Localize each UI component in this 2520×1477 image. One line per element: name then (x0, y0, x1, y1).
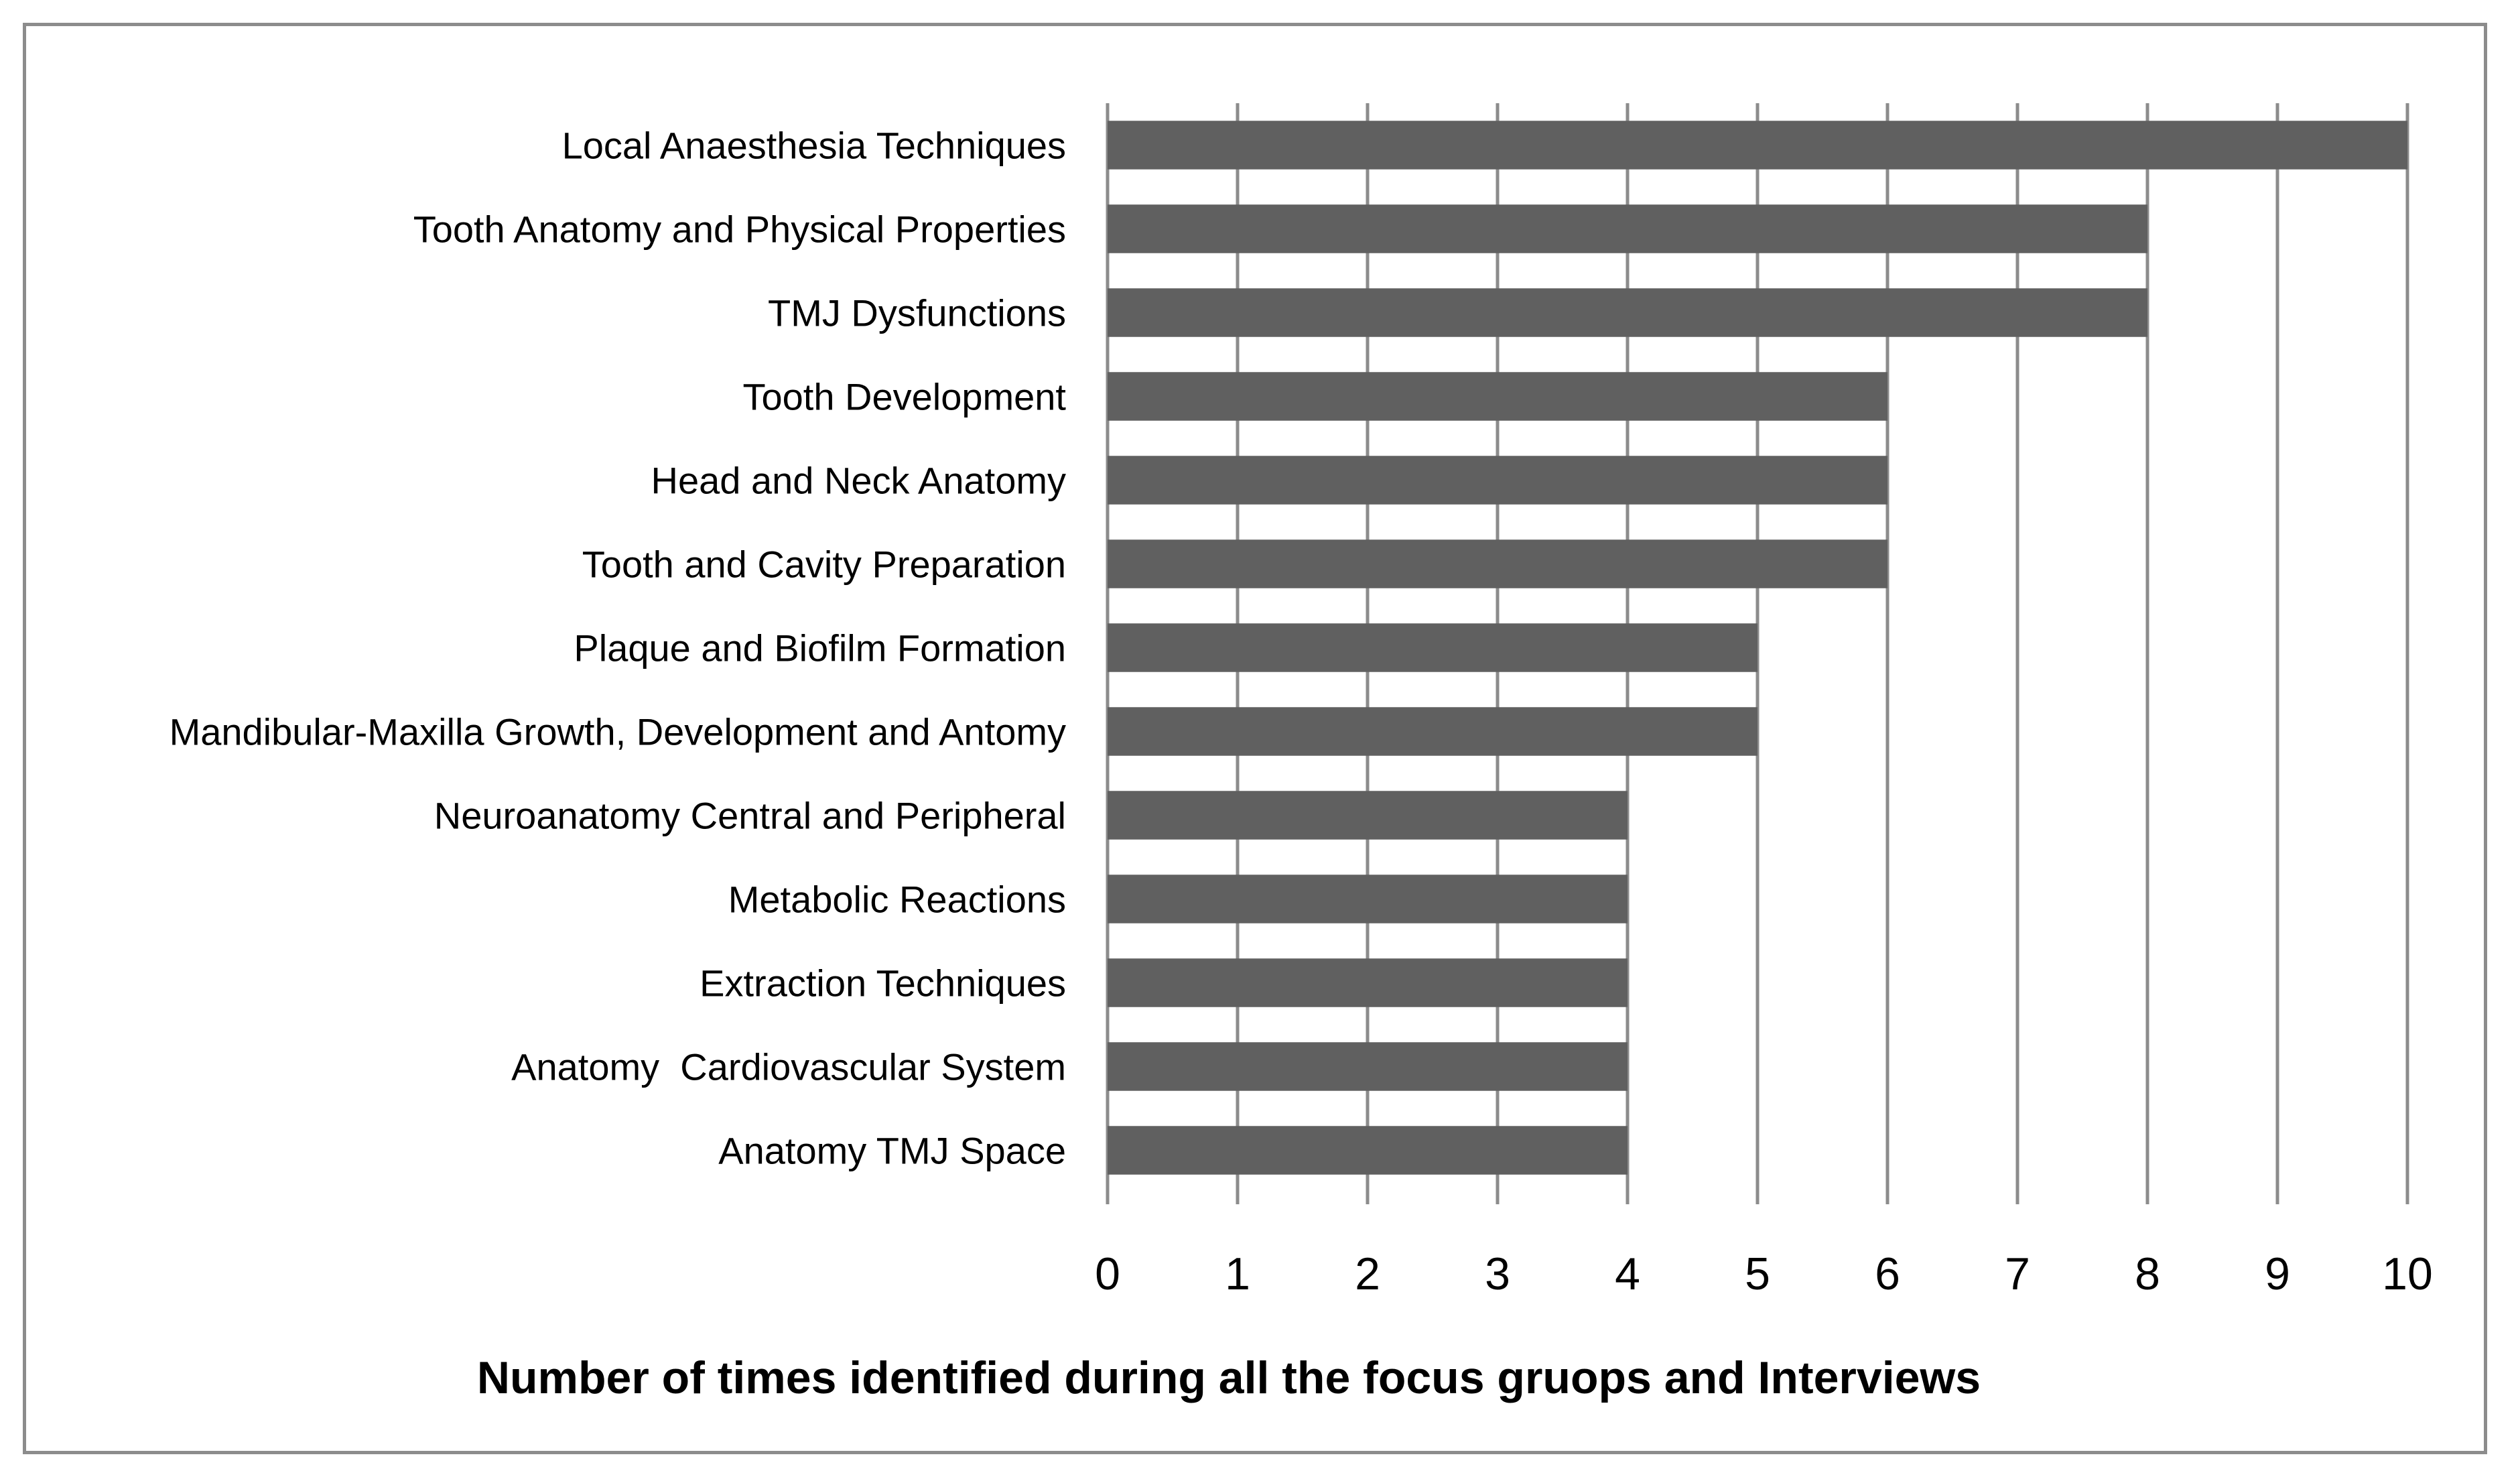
category-label-5: Head and Neck Anatomy (651, 460, 1066, 502)
category-label-13: Anatomy TMJ Space (718, 1130, 1066, 1172)
category-label-1: Local Anaesthesia Techniques (562, 125, 1066, 167)
x-tick-label-4: 4 (1615, 1248, 1640, 1299)
bar-7 (1108, 623, 1758, 672)
x-tick-labels: 0 1 2 3 4 5 6 7 8 9 10 (1095, 1248, 2433, 1299)
horizontal-bar-chart: Local Anaesthesia Techniques Tooth Anatom… (170, 103, 2433, 1403)
bar-1 (1108, 121, 2407, 170)
x-tick-label-1: 1 (1225, 1248, 1250, 1299)
bar-6 (1108, 539, 1887, 588)
bar-5 (1108, 456, 1887, 505)
category-label-8: Mandibular-Maxilla Growth, Development a… (170, 711, 1066, 753)
category-label-3: TMJ Dysfunctions (768, 292, 1066, 334)
bar-12 (1108, 1042, 1628, 1091)
category-labels: Local Anaesthesia Techniques Tooth Anatom… (170, 125, 1067, 1172)
category-label-9: Neuroanatomy Central and Peripheral (434, 795, 1066, 837)
bar-9 (1108, 791, 1628, 840)
category-label-11: Extraction Techniques (700, 962, 1066, 1005)
bar-8 (1108, 707, 1758, 756)
chart-frame: Local Anaesthesia Techniques Tooth Anatom… (23, 23, 2487, 1454)
category-label-6: Tooth and Cavity Preparation (582, 543, 1066, 586)
x-tick-label-8: 8 (2135, 1248, 2160, 1299)
x-tick-label-0: 0 (1095, 1248, 1120, 1299)
x-tick-label-10: 10 (2382, 1248, 2433, 1299)
x-tick-label-5: 5 (1745, 1248, 1770, 1299)
category-label-7: Plaque and Biofilm Formation (574, 627, 1066, 669)
x-tick-label-9: 9 (2265, 1248, 2290, 1299)
x-tick-label-7: 7 (2005, 1248, 2030, 1299)
bar-10 (1108, 875, 1628, 923)
x-tick-label-2: 2 (1355, 1248, 1380, 1299)
category-label-10: Metabolic Reactions (728, 879, 1066, 921)
category-label-2: Tooth Anatomy and Physical Properties (413, 208, 1066, 251)
bar-3 (1108, 288, 2147, 337)
bar-11 (1108, 958, 1628, 1007)
category-label-12: Anatomy Cardiovascular System (511, 1046, 1066, 1088)
bars (1108, 121, 2407, 1175)
x-tick-label-3: 3 (1485, 1248, 1510, 1299)
x-axis-title: Number of times identified during all th… (477, 1352, 1981, 1403)
bar-2 (1108, 204, 2147, 253)
bar-13 (1108, 1126, 1628, 1175)
bar-4 (1108, 372, 1887, 421)
category-label-4: Tooth Development (742, 376, 1066, 418)
x-tick-label-6: 6 (1875, 1248, 1900, 1299)
